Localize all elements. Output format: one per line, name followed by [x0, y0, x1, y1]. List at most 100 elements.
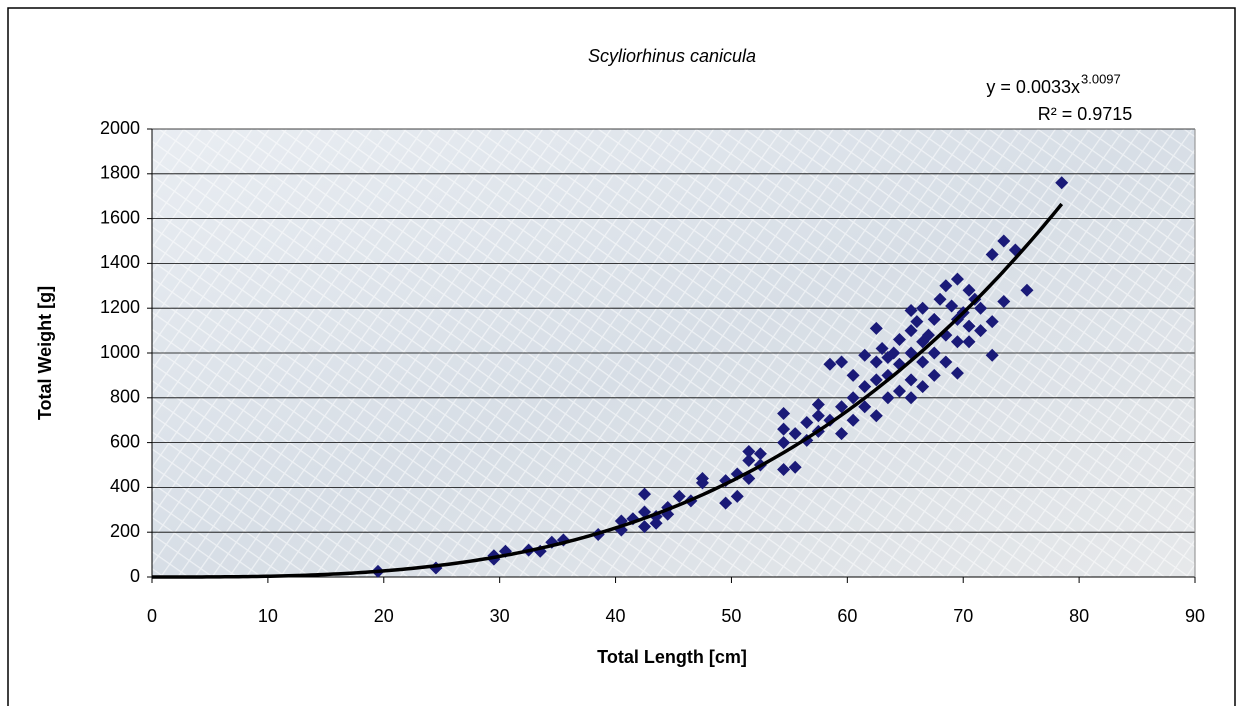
y-tick-label: 1600	[100, 207, 140, 227]
y-tick-label: 800	[110, 387, 140, 407]
data-point	[933, 292, 947, 306]
data-point	[846, 368, 860, 382]
y-tick-label: 200	[110, 521, 140, 541]
y-axis-title: Total Weight [g]	[35, 286, 55, 420]
data-point	[939, 279, 953, 293]
data-point	[742, 445, 756, 459]
data-point	[800, 415, 814, 429]
data-point	[638, 520, 652, 534]
data-point	[835, 355, 849, 369]
y-tick-label: 1000	[100, 342, 140, 362]
data-point	[927, 346, 941, 360]
y-tick-label: 1400	[100, 252, 140, 272]
data-point	[962, 283, 976, 297]
y-tick-label: 400	[110, 476, 140, 496]
x-tick-label: 90	[1185, 606, 1205, 626]
data-point	[950, 366, 964, 380]
data-point	[695, 471, 709, 485]
data-point	[753, 447, 767, 461]
data-point	[916, 301, 930, 315]
data-point	[962, 319, 976, 333]
x-tick-label: 50	[721, 606, 741, 626]
data-point	[638, 487, 652, 501]
data-point	[835, 400, 849, 414]
data-point	[985, 247, 999, 261]
chart-title: Scyliorhinus canicula	[588, 46, 756, 66]
data-point	[904, 373, 918, 387]
data-point	[777, 462, 791, 476]
data-point	[777, 436, 791, 450]
x-tick-label: 40	[606, 606, 626, 626]
y-tick-label: 1200	[100, 297, 140, 317]
data-point	[823, 357, 837, 371]
trend-r2: R² = 0.9715	[1038, 104, 1133, 124]
x-tick-label: 70	[953, 606, 973, 626]
y-tick-label: 1800	[100, 163, 140, 183]
data-point	[719, 496, 733, 510]
data-point	[945, 299, 959, 313]
data-point	[910, 315, 924, 329]
data-point	[916, 380, 930, 394]
data-point	[904, 303, 918, 317]
x-tick-label: 60	[837, 606, 857, 626]
data-point	[835, 427, 849, 441]
trend-line	[152, 202, 1064, 579]
data-point	[974, 324, 988, 338]
data-point	[939, 355, 953, 369]
data-point	[869, 409, 883, 423]
data-point	[892, 384, 906, 398]
data-point	[916, 355, 930, 369]
data-point	[649, 516, 663, 530]
x-tick-label: 30	[490, 606, 510, 626]
data-point	[730, 489, 744, 503]
data-point	[1020, 283, 1034, 297]
data-point	[892, 333, 906, 347]
data-point	[858, 400, 872, 414]
x-tick-label: 80	[1069, 606, 1089, 626]
data-point	[869, 355, 883, 369]
x-tick-label: 20	[374, 606, 394, 626]
data-point	[858, 348, 872, 362]
data-point	[904, 324, 918, 338]
data-point	[950, 335, 964, 349]
y-tick-label: 0	[130, 566, 140, 586]
x-tick-label: 0	[147, 606, 157, 626]
chart-border	[7, 7, 1236, 706]
y-tick-label: 600	[110, 431, 140, 451]
x-axis-title: Total Length [cm]	[597, 647, 747, 667]
data-point	[974, 301, 988, 315]
y-tick-label: 2000	[100, 118, 140, 138]
data-point	[921, 328, 935, 342]
data-point	[869, 373, 883, 387]
data-point	[858, 380, 872, 394]
data-point	[997, 294, 1011, 308]
data-point	[875, 342, 889, 356]
data-point	[788, 427, 802, 441]
data-point	[672, 489, 686, 503]
data-point	[846, 391, 860, 405]
data-point	[777, 422, 791, 436]
data-point	[1055, 176, 1069, 190]
data-point	[811, 398, 825, 412]
x-tick-label: 10	[258, 606, 278, 626]
trend-equation: y = 0.0033x	[986, 77, 1080, 97]
data-point	[927, 368, 941, 382]
data-point	[904, 391, 918, 405]
data-point	[985, 348, 999, 362]
data-point	[777, 406, 791, 420]
data-point	[962, 335, 976, 349]
data-point	[985, 315, 999, 329]
data-point	[846, 413, 860, 427]
trend-exponent: 3.0097	[1081, 71, 1121, 86]
data-point	[788, 460, 802, 474]
data-point	[742, 454, 756, 468]
data-point	[881, 391, 895, 405]
data-point	[927, 312, 941, 326]
data-point	[811, 409, 825, 423]
data-point	[887, 346, 901, 360]
data-point	[661, 507, 675, 521]
data-point	[950, 272, 964, 286]
data-point	[869, 321, 883, 335]
